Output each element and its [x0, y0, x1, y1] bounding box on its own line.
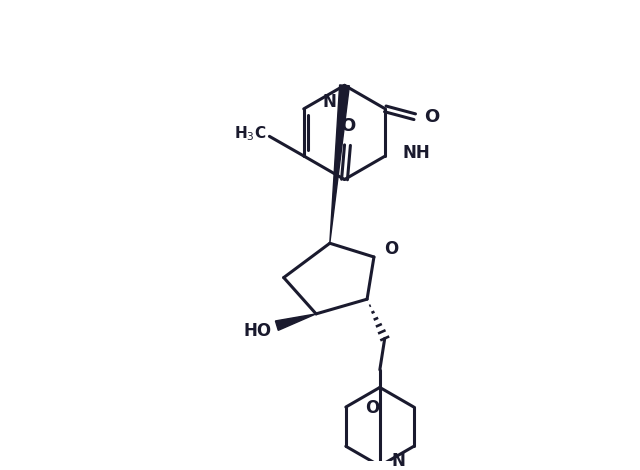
Text: N: N — [392, 452, 406, 470]
Polygon shape — [275, 314, 316, 330]
Text: N: N — [323, 93, 337, 111]
Text: O: O — [365, 399, 379, 417]
Text: O: O — [384, 240, 398, 258]
Polygon shape — [330, 85, 349, 243]
Text: H$_3$C: H$_3$C — [234, 124, 266, 143]
Text: O: O — [340, 118, 355, 135]
Text: HO: HO — [244, 321, 272, 339]
Text: O: O — [424, 108, 440, 125]
Text: NH: NH — [403, 144, 431, 162]
